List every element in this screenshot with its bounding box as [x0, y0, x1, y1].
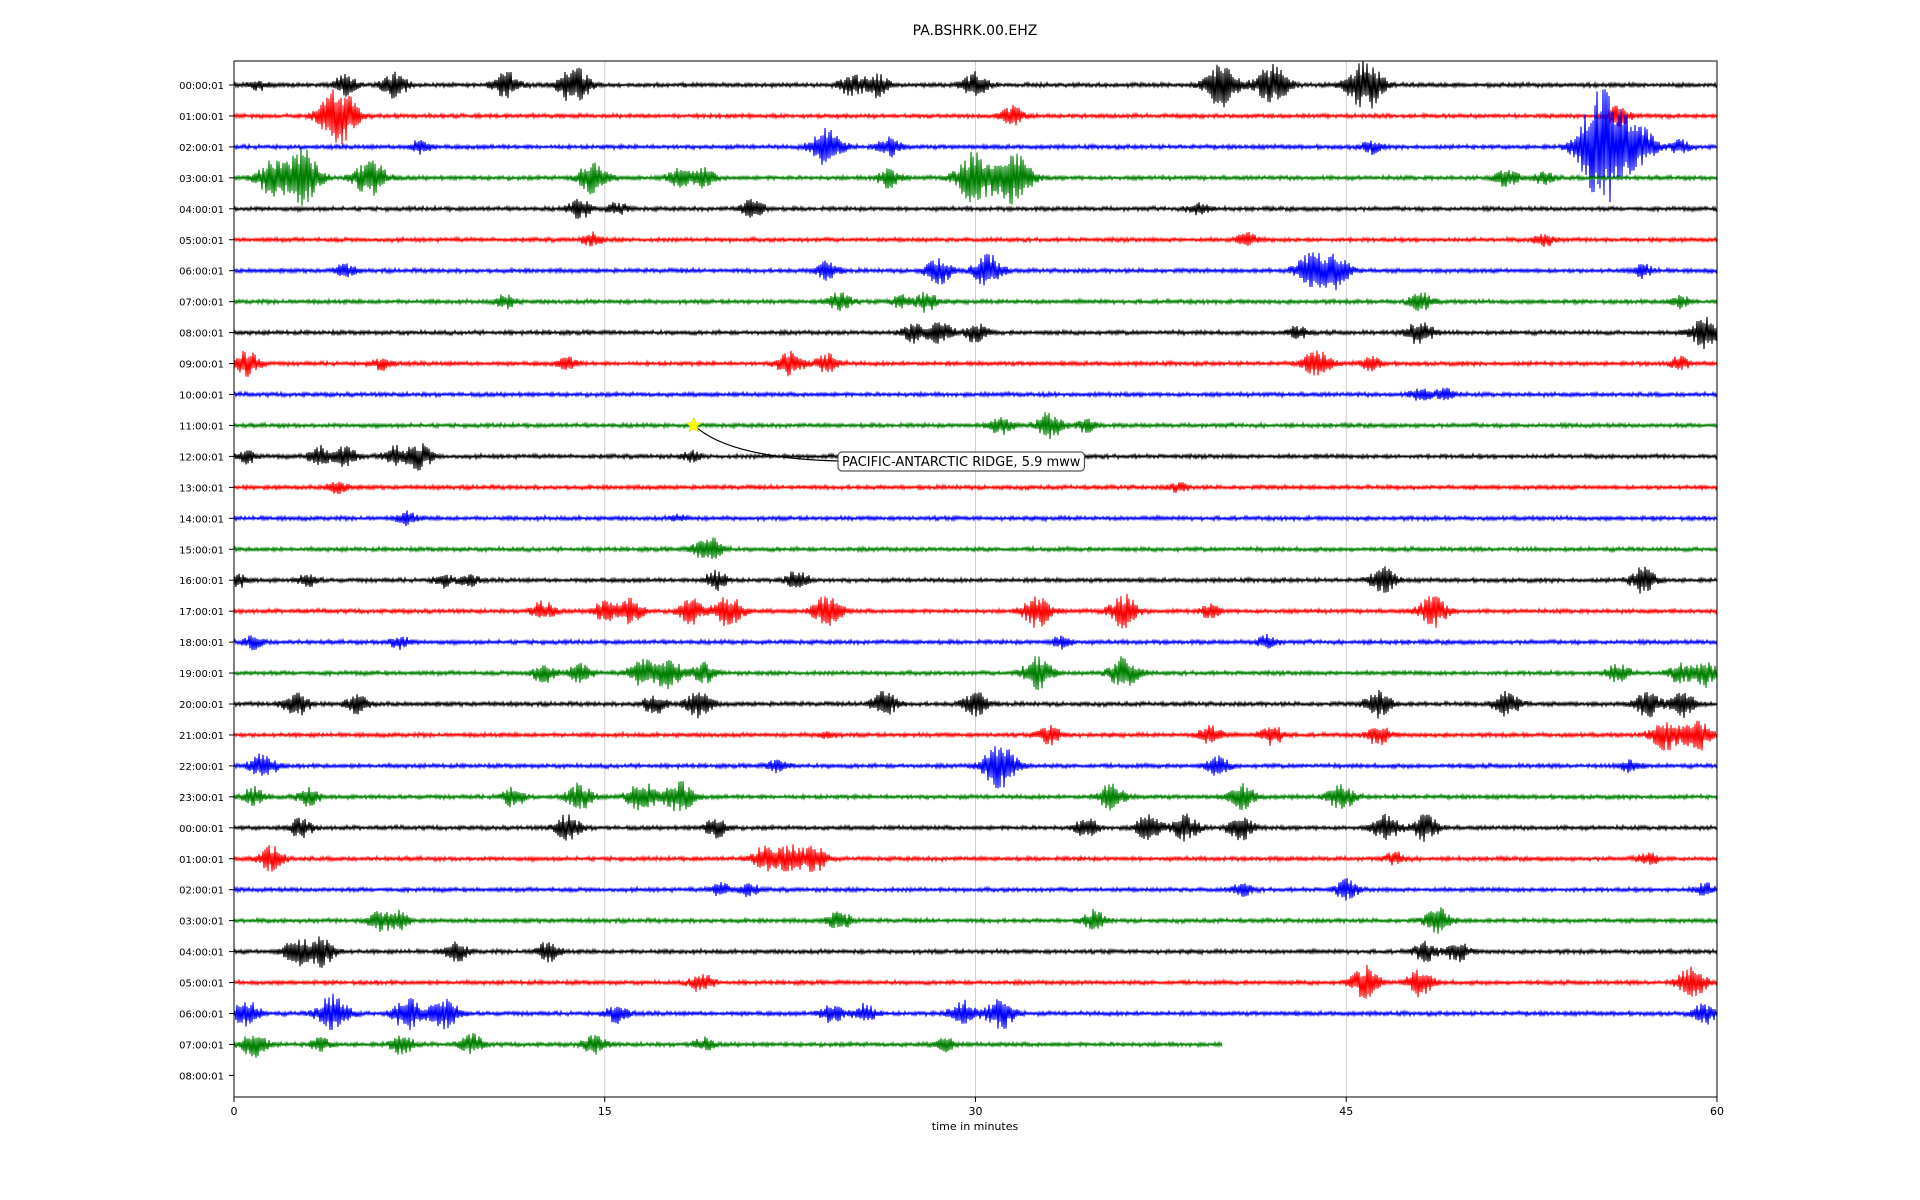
- seismic-trace: [233, 746, 1718, 789]
- row-time-label: 15:00:01: [179, 545, 224, 556]
- seismic-trace: [233, 964, 1718, 999]
- seismic-trace: [233, 510, 1718, 527]
- x-tick-label: 15: [598, 1105, 612, 1118]
- seismic-trace: [233, 936, 1718, 968]
- row-time-label: 03:00:01: [179, 917, 224, 928]
- row-time-label: 20:00:01: [179, 700, 224, 711]
- event-annotation: PACIFIC-ANTARCTIC RIDGE, 5.9 mww: [685, 416, 1086, 472]
- annotation-arrow: [697, 427, 839, 462]
- seismic-trace: [233, 878, 1718, 901]
- row-time-label: 22:00:01: [179, 762, 224, 773]
- seismic-trace: [233, 689, 1718, 719]
- row-time-label: 19:00:01: [179, 669, 224, 680]
- seismic-trace: [233, 316, 1718, 350]
- row-time-label: 11:00:01: [179, 421, 224, 432]
- x-tick-label: 45: [1339, 1105, 1353, 1118]
- row-time-label: 07:00:01: [179, 1040, 224, 1051]
- row-time-label: 06:00:01: [179, 1010, 224, 1021]
- seismic-trace: [233, 252, 1718, 291]
- annotation-text: PACIFIC-ANTARCTIC RIDGE, 5.9 mww: [842, 455, 1081, 470]
- row-time-label: 07:00:01: [179, 298, 224, 309]
- row-time-label: 02:00:01: [179, 886, 224, 897]
- row-time-label: 06:00:01: [179, 267, 224, 278]
- seismic-trace: [233, 231, 1718, 247]
- seismic-trace: [233, 198, 1718, 219]
- row-time-label: 00:00:01: [179, 81, 224, 92]
- row-time-label: 23:00:01: [179, 793, 224, 804]
- row-time-label: 04:00:01: [179, 948, 224, 959]
- seismic-trace: [233, 813, 1718, 842]
- x-tick-label: 60: [1710, 1105, 1724, 1118]
- seismic-trace: [233, 481, 1718, 495]
- row-time-label: 05:00:01: [179, 236, 224, 247]
- seismic-trace: [233, 412, 1718, 440]
- seismic-trace: [233, 593, 1718, 629]
- row-time-label: 08:00:01: [179, 329, 224, 340]
- row-time-label: 01:00:01: [179, 112, 224, 123]
- row-time-label: 05:00:01: [179, 979, 224, 990]
- row-time-label: 01:00:01: [179, 855, 224, 866]
- seismic-trace: [233, 781, 1718, 812]
- row-time-label: 04:00:01: [179, 205, 224, 216]
- plot-frame: [233, 60, 1718, 1098]
- x-axis-label: time in minutes: [932, 1120, 1019, 1133]
- seismic-trace: [233, 844, 1718, 872]
- seismic-trace: [233, 993, 1718, 1031]
- chart-title: PA.BSHRK.00.EHZ: [913, 23, 1038, 39]
- seismic-trace: [233, 291, 1718, 313]
- seismic-trace: [233, 387, 1718, 401]
- row-time-labels: 00:00:01 01:00:01 02:00:01 03:00:01 04:00:01…: [179, 81, 234, 1082]
- row-time-label: 18:00:01: [179, 638, 224, 649]
- row-time-label: 03:00:01: [179, 174, 224, 185]
- seismic-trace: [233, 907, 1718, 934]
- row-time-label: 08:00:01: [179, 1071, 224, 1082]
- x-tick-label: 30: [969, 1105, 983, 1118]
- seismic-trace: [233, 148, 1718, 206]
- row-time-label: 09:00:01: [179, 360, 224, 371]
- row-time-label: 02:00:01: [179, 143, 224, 154]
- row-time-label: 13:00:01: [179, 483, 224, 494]
- seismic-trace: [233, 61, 1718, 109]
- row-time-label: 14:00:01: [179, 514, 224, 525]
- seismic-trace: [233, 89, 1718, 145]
- seismic-trace: [233, 1033, 1223, 1058]
- seismic-trace: [233, 720, 1718, 751]
- row-time-label: 21:00:01: [179, 731, 224, 742]
- row-time-label: 12:00:01: [179, 452, 224, 463]
- row-time-label: 10:00:01: [179, 391, 224, 402]
- seismic-trace: [233, 656, 1718, 691]
- row-time-label: 17:00:01: [179, 607, 224, 618]
- row-time-label: 00:00:01: [179, 824, 224, 835]
- seismic-trace: [233, 537, 1718, 560]
- x-axis-ticks: 0 15 30 45 60: [231, 1097, 1724, 1118]
- x-tick-label: 0: [231, 1105, 238, 1118]
- seismic-trace: [233, 566, 1718, 594]
- row-time-label: 16:00:01: [179, 576, 224, 587]
- seismic-trace: [233, 633, 1718, 651]
- annotation-box: [837, 451, 1086, 472]
- event-star-marker: [685, 416, 703, 433]
- seismic-traces: [233, 61, 1718, 1058]
- seismic-trace: [233, 350, 1718, 378]
- seismic-trace: [233, 89, 1718, 203]
